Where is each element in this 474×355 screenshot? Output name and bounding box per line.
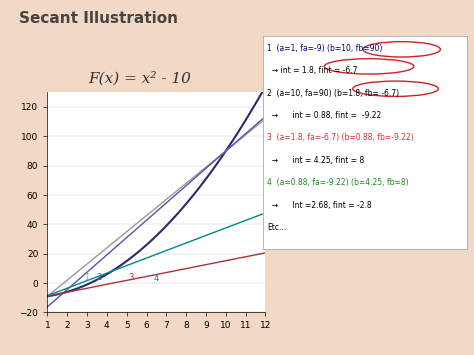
- Text: 4: 4: [154, 274, 159, 283]
- Text: →      int = 4.25, fint = 8: → int = 4.25, fint = 8: [267, 156, 365, 165]
- Text: F(x) = x² - 10: F(x) = x² - 10: [88, 71, 191, 85]
- Text: 1  (a=1, fa=-9) (b=10, fb=90): 1 (a=1, fa=-9) (b=10, fb=90): [267, 44, 383, 53]
- Text: →      Int =2.68, fint = -2.8: → Int =2.68, fint = -2.8: [267, 201, 372, 209]
- Text: Secant Illustration: Secant Illustration: [19, 11, 178, 26]
- Text: Etc...: Etc...: [267, 223, 286, 232]
- Text: 3  (a=1.8, fa=-6.7) (b=0.88, fb=-9.22): 3 (a=1.8, fa=-6.7) (b=0.88, fb=-9.22): [267, 133, 414, 142]
- Text: 4  (a=0.88, fa=-9.22) (b=4.25, fb=8): 4 (a=0.88, fa=-9.22) (b=4.25, fb=8): [267, 178, 409, 187]
- Text: → int = 1.8, fint = -6.7: → int = 1.8, fint = -6.7: [267, 66, 358, 75]
- Text: 3: 3: [128, 273, 133, 282]
- Text: 1: 1: [84, 273, 90, 282]
- Text: 2  (a=10, fa=90) (b=1.8, fb= -6.7): 2 (a=10, fa=90) (b=1.8, fb= -6.7): [267, 89, 399, 98]
- Text: 2: 2: [96, 273, 101, 282]
- Text: →      int = 0.88, fint =  -9.22: → int = 0.88, fint = -9.22: [267, 111, 382, 120]
